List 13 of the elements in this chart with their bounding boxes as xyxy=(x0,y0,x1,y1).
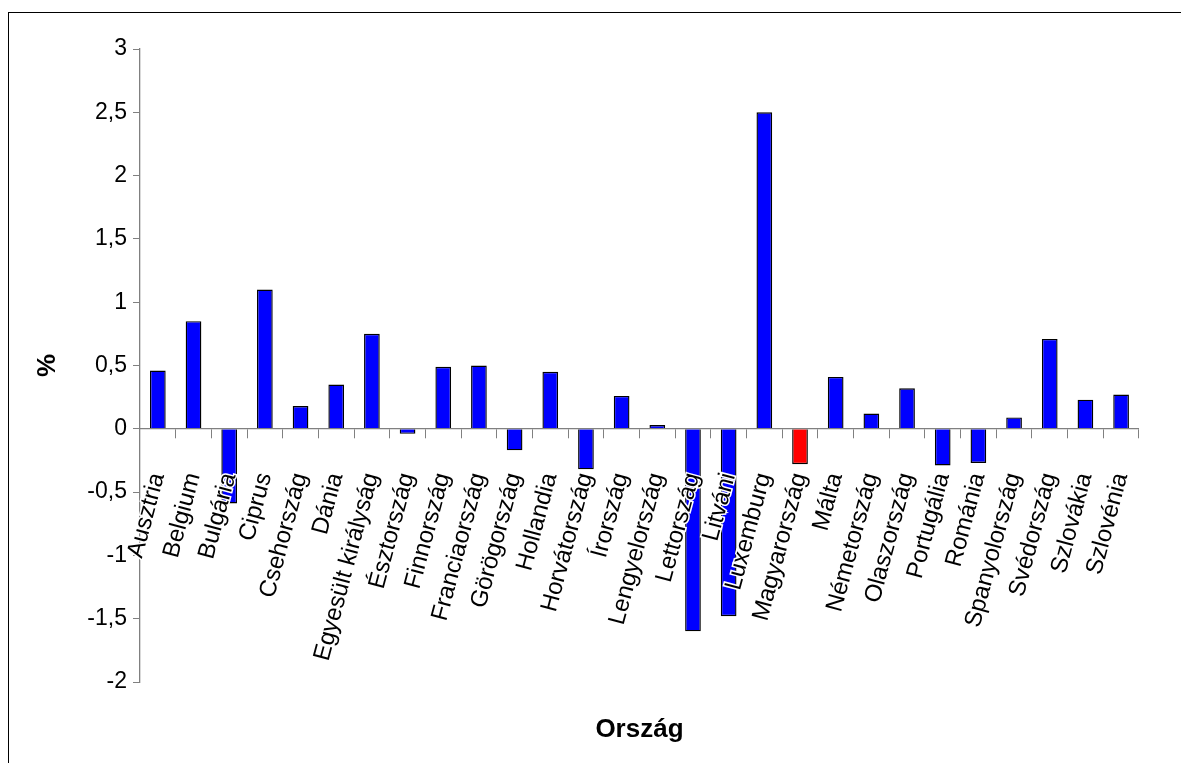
y-tick-label: 1 xyxy=(114,287,127,314)
y-tick-label: 0,5 xyxy=(95,350,127,377)
y-tick-label: 3 xyxy=(114,34,127,61)
x-axis-title: Ország xyxy=(595,712,684,743)
y-tick-label: 2 xyxy=(114,160,127,187)
y-axis-title: % xyxy=(30,353,61,378)
y-tick-label: -1 xyxy=(106,540,127,567)
y-tick-label: 2,5 xyxy=(95,97,127,124)
y-tick-label: -0,5 xyxy=(87,477,127,504)
y-tick-label: -1,5 xyxy=(87,604,127,631)
y-tick-label: 1,5 xyxy=(95,224,127,251)
y-tick-label: 0 xyxy=(114,414,127,441)
y-tick-label: -2 xyxy=(106,667,127,694)
